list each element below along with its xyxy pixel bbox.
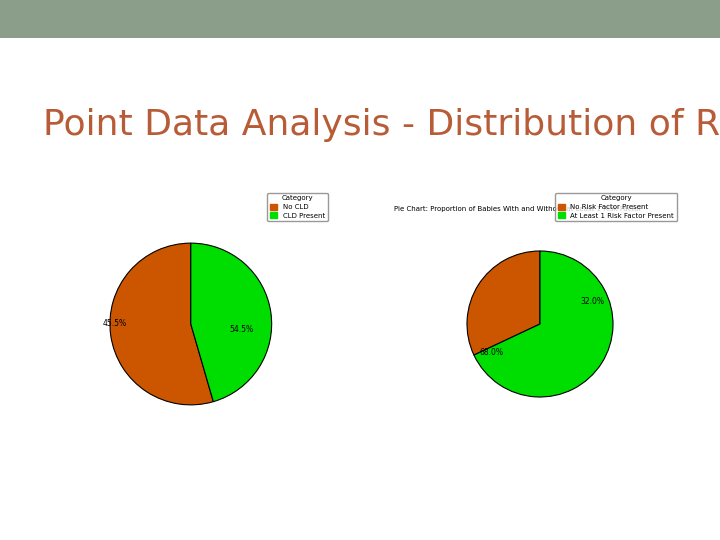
Wedge shape: [110, 243, 213, 405]
Text: Pie Chart: Proportion of Babies With and Without at Least 1 Risk Factor: Pie Chart: Proportion of Babies With and…: [394, 206, 642, 212]
Text: 32.0%: 32.0%: [581, 297, 605, 306]
Text: Point Data Analysis - Distribution of RF: Point Data Analysis - Distribution of RF: [43, 108, 720, 142]
Wedge shape: [474, 251, 613, 397]
Text: 54.5%: 54.5%: [229, 325, 253, 334]
Legend: No Risk Factor Present, At Least 1 Risk Factor Present: No Risk Factor Present, At Least 1 Risk …: [555, 193, 677, 221]
Wedge shape: [467, 251, 540, 355]
Legend: No CLD, CLD Present: No CLD, CLD Present: [267, 193, 328, 221]
Text: 68.0%: 68.0%: [480, 348, 504, 356]
Text: 45.5%: 45.5%: [102, 320, 127, 328]
Wedge shape: [191, 243, 271, 402]
